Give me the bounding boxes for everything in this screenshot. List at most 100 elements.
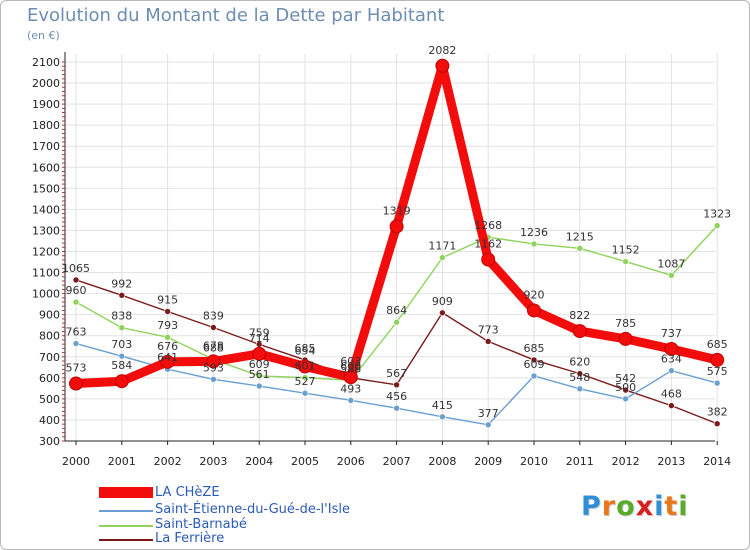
x-tick-label-2008: 2008: [428, 455, 456, 468]
data-label-la-ferriere-2013: 468: [661, 388, 682, 401]
data-point-saint-barnabe-2012: [622, 258, 629, 265]
x-tick-label-2010: 2010: [520, 455, 548, 468]
data-label-la-cheze-2002: 676: [157, 340, 178, 353]
data-point-saint-etienne-du-gue-de-l-isle-2012: [622, 395, 629, 403]
data-label-saint-barnabe-2012: 1152: [612, 244, 640, 257]
data-label-la-ferriere-2005: 685: [295, 342, 316, 355]
data-label-saint-etienne-du-gue-de-l-isle-2000: 763: [66, 326, 87, 339]
x-tick-label-2014: 2014: [703, 455, 731, 468]
data-label-saint-etienne-du-gue-de-l-isle-2011: 548: [569, 371, 590, 384]
data-point-la-ferriere-2012: [622, 386, 629, 394]
data-point-la-ferriere-2011: [576, 370, 584, 377]
data-point-saint-barnabe-2008: [439, 254, 446, 261]
data-point-saint-barnabe-2004: [255, 372, 263, 380]
data-point-la-cheze-2006: [343, 370, 358, 385]
data-label-la-ferriere-2009: 773: [478, 323, 499, 336]
data-label-saint-etienne-du-gue-de-l-isle-2002: 641: [157, 351, 178, 364]
x-tick-label-2005: 2005: [291, 455, 319, 468]
data-label-la-cheze-2012: 785: [615, 317, 636, 330]
data-point-la-ferriere-2001: [118, 291, 126, 299]
data-point-la-cheze-2000: [69, 376, 83, 391]
data-label-saint-etienne-du-gue-de-l-isle-2009: 377: [478, 407, 499, 420]
y-tick-label-900: 900: [39, 309, 60, 322]
data-point-la-ferriere-2010: [530, 356, 538, 364]
data-point-la-ferriere-2014: [713, 420, 721, 428]
chart-subtitle: (en €): [27, 29, 60, 42]
x-tick-label-2001: 2001: [108, 455, 136, 468]
y-tick-label-600: 600: [39, 372, 60, 385]
data-labels: 1065 992 915 839 759 685 600 567 909 773 685 620 542…: [62, 44, 731, 420]
data-label-saint-etienne-du-gue-de-l-isle-2007: 456: [386, 390, 407, 403]
data-label-saint-barnabe-2005: 601: [295, 360, 316, 373]
y-tick-label-800: 800: [39, 330, 60, 343]
data-label-la-cheze-2000: 573: [66, 362, 87, 375]
data-label-la-ferriere-2011: 620: [569, 356, 590, 369]
data-label-la-cheze-2008: 2082: [428, 44, 456, 57]
data-label-saint-etienne-du-gue-de-l-isle-2001: 703: [111, 338, 132, 351]
data-label-la-ferriere-2004: 759: [249, 326, 270, 339]
data-label-saint-etienne-du-gue-de-l-isle-2013: 634: [661, 353, 682, 366]
data-label-saint-barnabe-2003: 688: [203, 341, 224, 354]
y-tick-label-500: 500: [39, 393, 60, 406]
data-point-la-ferriere-2000: [72, 276, 80, 284]
data-point-saint-etienne-du-gue-de-l-isle-2001: [118, 352, 126, 360]
axes: 300 400 500 600 700 800 900 1000 1100 1200 1300 140…: [32, 52, 731, 468]
data-label-la-ferriere-2007: 567: [386, 367, 407, 380]
data-label-saint-barnabe-2010: 1236: [520, 226, 548, 239]
data-point-saint-barnabe-2007: [393, 318, 400, 326]
legend-swatch-la-ferriere: [99, 539, 153, 541]
y-tick-label-2000: 2000: [32, 77, 60, 90]
data-label-la-cheze-2011: 822: [569, 309, 590, 322]
data-point-saint-etienne-du-gue-de-l-isle-2008: [439, 413, 446, 421]
x-tick-label-2006: 2006: [337, 455, 365, 468]
series-lines: [69, 58, 725, 429]
data-point-saint-barnabe-2013: [668, 271, 675, 279]
data-label-la-cheze-2001: 584: [111, 359, 132, 372]
y-tick-label-1400: 1400: [32, 203, 60, 216]
data-point-la-ferriere-2008: [439, 309, 446, 317]
data-label-saint-barnabe-2007: 864: [386, 304, 407, 317]
data-label-saint-barnabe-2009: 1268: [474, 219, 502, 232]
logo-letter: i: [678, 491, 689, 522]
x-tick-label-2011: 2011: [566, 455, 594, 468]
data-label-saint-etienne-du-gue-de-l-isle-2003: 593: [203, 361, 224, 374]
data-label-la-ferriere-2001: 992: [111, 277, 132, 290]
data-point-saint-etienne-du-gue-de-l-isle-2003: [210, 376, 217, 383]
data-point-saint-etienne-du-gue-de-l-isle-2004: [255, 382, 263, 390]
x-tick-label-2009: 2009: [474, 455, 502, 468]
data-label-saint-barnabe-2004: 609: [249, 358, 270, 371]
data-label-saint-etienne-du-gue-de-l-isle-2014: 575: [707, 365, 728, 378]
data-label-la-cheze-2010: 920: [524, 288, 545, 301]
data-point-saint-barnabe-2001: [118, 324, 126, 332]
data-label-saint-barnabe-2011: 1215: [566, 230, 594, 243]
legend-swatch-saint-barnabe: [99, 525, 153, 527]
x-tick-label-2007: 2007: [383, 455, 411, 468]
legend-label-la-cheze: LA CHèZE: [155, 485, 220, 500]
data-point-saint-barnabe-2002: [164, 333, 171, 341]
data-label-saint-etienne-du-gue-de-l-isle-2004: 561: [249, 368, 270, 381]
data-label-la-cheze-2005: 654: [295, 344, 316, 357]
y-tick-label-1700: 1700: [32, 140, 60, 153]
data-point-la-cheze-2001: [114, 374, 129, 389]
data-label-saint-etienne-du-gue-de-l-isle-2005: 527: [295, 375, 316, 388]
data-point-la-cheze-2009: [481, 252, 496, 267]
logo-letter: o: [616, 491, 636, 522]
data-point-la-cheze-2004: [252, 346, 267, 361]
data-point-la-cheze-2014: [710, 352, 725, 367]
x-tick-label-2003: 2003: [199, 455, 227, 468]
data-label-saint-barnabe-2013: 1087: [657, 257, 685, 270]
data-label-la-cheze-2014: 685: [707, 338, 728, 351]
x-tick-label-2012: 2012: [612, 455, 640, 468]
data-point-saint-barnabe-2005: [301, 374, 309, 381]
data-point-saint-etienne-du-gue-de-l-isle-2013: [668, 367, 675, 374]
data-point-la-ferriere-2007: [393, 381, 400, 389]
y-tick-label-1100: 1100: [32, 267, 60, 280]
logo-letter: x: [635, 491, 655, 522]
y-tick-label-1900: 1900: [32, 98, 60, 111]
data-point-la-cheze-2010: [527, 303, 541, 318]
data-label-saint-barnabe-2006: 588: [340, 362, 361, 375]
logo-letter: t: [664, 491, 679, 522]
x-tick-label-2013: 2013: [657, 455, 685, 468]
